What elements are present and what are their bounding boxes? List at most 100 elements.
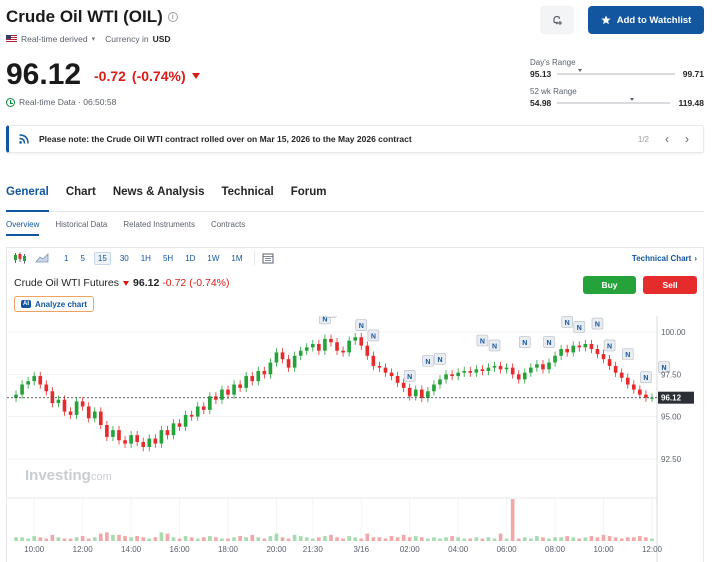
timeframe-1[interactable]: 1 [64, 253, 69, 263]
candle-body [377, 365, 382, 368]
volume-bar [280, 537, 285, 541]
x-tick-label: 08:00 [545, 545, 566, 554]
candle-body [371, 355, 376, 366]
technical-chart-link[interactable]: Technical Chart › [632, 254, 697, 263]
volume-bar [401, 534, 406, 541]
candle-body [32, 376, 37, 382]
tab-technical[interactable]: Technical [221, 186, 274, 198]
subtab-contracts[interactable]: Contracts [210, 220, 246, 229]
candle-body [310, 343, 315, 348]
realtime-derived-label[interactable]: Real-time derived [21, 34, 88, 44]
news-marker-label: N [662, 365, 667, 372]
candle-body [341, 350, 345, 353]
timeframe-1m[interactable]: 1M [231, 253, 243, 263]
chevron-down-icon[interactable]: ▾ [91, 36, 96, 43]
candlestick-type-icon[interactable] [11, 251, 29, 265]
candle-body [56, 399, 61, 404]
last-price-label: 96.12 [661, 394, 682, 403]
volume-bar [595, 537, 600, 541]
news-marker-icon [603, 339, 616, 352]
tab-general[interactable]: General [6, 186, 49, 212]
candle-body [650, 397, 654, 399]
add-to-watchlist-button[interactable]: Add to Watchlist [588, 6, 704, 34]
timeframe-5h[interactable]: 5H [162, 253, 174, 263]
news-marker-icon [319, 316, 331, 325]
candle-body [317, 343, 321, 351]
news-marker-icon [355, 319, 368, 331]
chevron-right-icon[interactable]: › [685, 132, 689, 146]
subtab-overview[interactable]: Overview [6, 220, 40, 236]
buy-button[interactable]: Buy [583, 276, 636, 294]
volume-bar [220, 538, 224, 541]
volume-bar [68, 538, 73, 541]
days-range-bar [557, 69, 675, 75]
candle-body [38, 376, 43, 385]
timeframe-1h[interactable]: 1H [140, 253, 151, 263]
news-marker-icon [591, 317, 604, 330]
candle-body [553, 355, 557, 363]
info-icon[interactable]: i [167, 12, 178, 22]
candle-body [286, 359, 291, 368]
timeframe-15[interactable]: 15 [93, 251, 111, 265]
volume-bar [389, 536, 394, 541]
news-marker-label: N [492, 343, 497, 350]
volume-bar [529, 538, 533, 541]
title-text: Crude Oil WTI (OIL) [6, 7, 163, 26]
news-marker-label: N [359, 323, 364, 330]
volume-bar [432, 537, 436, 541]
volume-bar [141, 537, 146, 541]
volume-bar [256, 537, 261, 541]
tab-news-analysis[interactable]: News & Analysis [112, 186, 205, 198]
subtab-historical-data[interactable]: Historical Data [55, 220, 108, 229]
volume-bar [117, 534, 121, 541]
timeframe-1d[interactable]: 1D [185, 253, 196, 263]
subtab-related-instruments[interactable]: Related Instruments [123, 220, 195, 229]
chevron-left-icon[interactable]: ‹ [665, 132, 669, 146]
volume-bar [619, 538, 624, 541]
timeframe-1w[interactable]: 1W [207, 253, 220, 263]
volume-bar [153, 537, 158, 541]
instrument-title: Crude Oil WTI (OIL) i [6, 7, 178, 27]
change-percent: (-0.74%) [131, 68, 186, 84]
candle-body [420, 389, 424, 399]
volume-bar [486, 537, 491, 541]
volume-bar [450, 536, 454, 541]
volume-bar [286, 538, 291, 541]
price-alert-button[interactable] [540, 6, 574, 34]
tab-chart[interactable]: Chart [65, 186, 96, 198]
timeframe-30[interactable]: 30 [119, 253, 129, 263]
volume-bar [147, 538, 152, 541]
news-marker-label: N [371, 333, 376, 340]
days-range-marker [578, 69, 583, 72]
candle-body [426, 391, 430, 399]
volume-bar [510, 499, 515, 541]
sell-button[interactable]: Sell [643, 276, 697, 294]
us-flag-icon [6, 35, 17, 43]
volume-bar [547, 538, 551, 541]
candle-body [365, 345, 370, 356]
volume-bar [177, 538, 182, 541]
volume-bar [377, 537, 382, 541]
sub-tabs: Overview Historical Data Related Instrum… [6, 220, 704, 238]
tab-forum[interactable]: Forum [290, 186, 327, 198]
toolbar-divider [253, 251, 255, 265]
volume-bar [304, 537, 309, 541]
x-tick-label: 04:00 [448, 545, 469, 554]
analyze-chart-button[interactable]: AI Analyze chart [14, 296, 95, 312]
news-marker-icon [621, 348, 634, 360]
volume-bar [74, 537, 79, 541]
volume-bar [262, 538, 267, 541]
candle-body [353, 337, 358, 341]
candle-body [232, 384, 236, 395]
volume-bar [226, 538, 230, 541]
news-marker-icon [658, 361, 670, 373]
y-tick-label: 100.00 [661, 328, 686, 337]
candle-body [498, 365, 503, 370]
candle-body [462, 370, 467, 373]
x-tick-label: 12:00 [73, 545, 94, 554]
calendar-icon[interactable] [259, 251, 277, 265]
price-chart[interactable]: Investing .com NNNNNNNNNNNNNNNNNN 100.00… [7, 316, 703, 562]
area-type-icon[interactable] [33, 251, 51, 265]
timeframe-5[interactable]: 5 [80, 253, 85, 263]
candle-body [638, 389, 642, 395]
